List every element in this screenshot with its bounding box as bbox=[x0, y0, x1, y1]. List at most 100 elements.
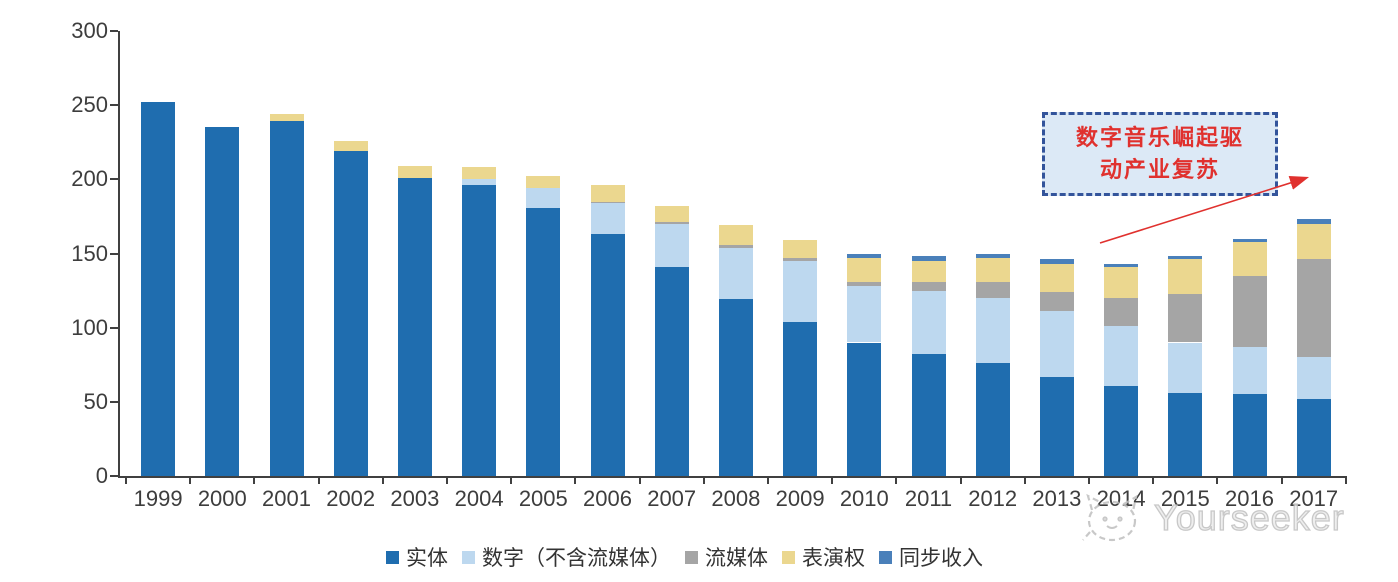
bar-segment-2011 bbox=[911, 354, 946, 476]
y-tick bbox=[110, 30, 118, 32]
y-tick-label: 50 bbox=[83, 388, 108, 414]
x-tick-label: 2001 bbox=[262, 486, 311, 511]
bar-segment-2016 bbox=[1232, 275, 1267, 347]
y-tick-label: 300 bbox=[71, 18, 108, 43]
x-tick-label: 2012 bbox=[968, 486, 1018, 511]
x-tick-label: 2007 bbox=[647, 486, 697, 511]
bar-segment-2016 bbox=[1232, 238, 1267, 242]
x-tick bbox=[895, 476, 898, 484]
bar-segment-2004 bbox=[462, 185, 497, 476]
watermark-text: Yourseeker bbox=[1153, 497, 1345, 538]
bar-segment-1999 bbox=[141, 102, 176, 476]
bar-segment-2015 bbox=[1168, 392, 1203, 476]
x-tick-label: 2000 bbox=[197, 486, 247, 511]
bar-segment-2001 bbox=[269, 121, 304, 476]
x-tick-label: 2005 bbox=[518, 486, 568, 511]
x-tick bbox=[125, 476, 127, 484]
bar-segment-2015 bbox=[1168, 259, 1203, 294]
bar-segment-2012 bbox=[975, 363, 1010, 476]
bar-segment-2016 bbox=[1232, 394, 1267, 476]
bar-segment-2003 bbox=[397, 177, 432, 476]
x-tick bbox=[1088, 476, 1090, 484]
bar-segment-2010 bbox=[847, 342, 882, 476]
bar-segment-2006 bbox=[590, 185, 625, 202]
bar-segment-2005 bbox=[526, 207, 561, 476]
bar-segment-2011 bbox=[911, 256, 946, 261]
legend-swatch-icon bbox=[782, 550, 795, 564]
bar-segment-2017 bbox=[1296, 219, 1331, 224]
bar-segment-2008 bbox=[718, 247, 753, 300]
bar-segment-2007 bbox=[654, 222, 689, 224]
bar-segment-2011 bbox=[911, 281, 946, 291]
bar-segment-2005 bbox=[526, 188, 561, 208]
bar-segment-2017 bbox=[1296, 398, 1331, 476]
bar-segment-2010 bbox=[847, 253, 882, 258]
bar-segment-2014 bbox=[1104, 385, 1139, 476]
annotation-callout: 数字音乐崛起驱 动产业复苏 bbox=[1042, 112, 1278, 196]
legend-label: 实体 bbox=[406, 547, 448, 570]
y-tick bbox=[110, 326, 118, 329]
bar-segment-2006 bbox=[590, 203, 625, 235]
bar-segment-2004 bbox=[462, 179, 497, 186]
bar-segment-2008 bbox=[718, 244, 753, 248]
x-tick-label: 2013 bbox=[1032, 486, 1082, 511]
x-tick bbox=[574, 476, 577, 484]
y-tick-label: 250 bbox=[71, 92, 108, 118]
x-tick bbox=[253, 476, 256, 484]
bar-segment-2016 bbox=[1232, 241, 1267, 276]
legend-item: 同步收入 bbox=[879, 542, 983, 572]
x-tick-label: 2008 bbox=[711, 486, 761, 511]
x-tick bbox=[1152, 476, 1155, 484]
y-tick bbox=[110, 400, 118, 403]
bar-segment-2012 bbox=[975, 298, 1010, 364]
x-tick bbox=[767, 476, 769, 484]
legend-item: 表演权 bbox=[782, 542, 865, 572]
y-tick bbox=[110, 104, 118, 107]
bar-segment-2016 bbox=[1232, 346, 1267, 395]
y-tick bbox=[110, 252, 118, 255]
x-tick-label: 2003 bbox=[390, 486, 440, 511]
legend-item: 实体 bbox=[386, 542, 448, 572]
bar-segment-2012 bbox=[975, 253, 1010, 258]
x-tick bbox=[189, 476, 192, 484]
x-tick bbox=[317, 476, 320, 484]
bar-segment-2013 bbox=[1039, 292, 1074, 312]
bar-segment-2005 bbox=[526, 176, 561, 189]
y-tick-label: 200 bbox=[71, 166, 108, 192]
bar-segment-2013 bbox=[1039, 259, 1074, 264]
bar-segment-2000 bbox=[205, 127, 240, 476]
bar-segment-2006 bbox=[590, 234, 625, 476]
x-tick-label: 2015 bbox=[1160, 486, 1210, 511]
bar-segment-2003 bbox=[397, 165, 432, 178]
y-tick bbox=[110, 475, 118, 477]
bar-segment-2008 bbox=[718, 299, 753, 476]
bar-segment-2017 bbox=[1296, 357, 1331, 399]
x-tick-label: 2010 bbox=[839, 486, 889, 511]
bar-segment-2001 bbox=[269, 114, 304, 122]
bar-segment-2015 bbox=[1168, 293, 1203, 343]
x-tick bbox=[702, 476, 705, 484]
x-tick bbox=[1344, 476, 1347, 484]
watermark: Yourseeker bbox=[1080, 492, 1345, 544]
x-tick bbox=[959, 476, 962, 484]
bar-segment-2004 bbox=[462, 167, 497, 180]
bar-segment-2010 bbox=[847, 281, 882, 287]
x-tick-label: 2006 bbox=[583, 486, 632, 511]
x-tick bbox=[1280, 476, 1283, 484]
legend-swatch-icon bbox=[462, 550, 475, 564]
bar-segment-2014 bbox=[1104, 298, 1139, 327]
y-axis-line bbox=[118, 31, 120, 478]
bar-segment-2007 bbox=[654, 266, 689, 476]
bar-segment-2012 bbox=[975, 281, 1010, 298]
bar-segment-2011 bbox=[911, 260, 946, 282]
bar-segment-2009 bbox=[783, 240, 818, 258]
legend-label: 流媒体 bbox=[705, 547, 768, 570]
annotation-line-2: 动产业复苏 bbox=[1099, 157, 1220, 182]
bar-segment-2012 bbox=[975, 257, 1010, 282]
x-tick bbox=[1216, 476, 1219, 484]
bar-segment-2006 bbox=[590, 201, 625, 204]
x-tick bbox=[1023, 476, 1026, 484]
x-tick-label: 2009 bbox=[775, 486, 825, 511]
bar-segment-2009 bbox=[783, 257, 818, 261]
